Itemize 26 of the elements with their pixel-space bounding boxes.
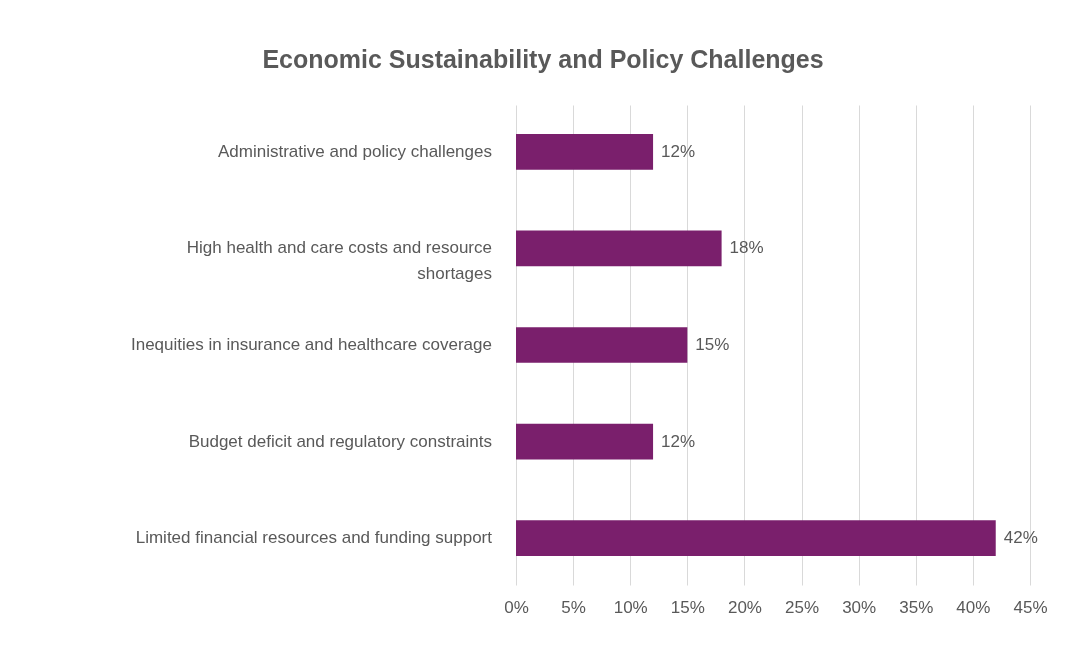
data-label: 15% <box>695 335 730 354</box>
data-label: 18% <box>729 238 764 258</box>
bar <box>516 230 722 267</box>
bar <box>516 520 996 557</box>
x-tick-label: 40% <box>956 597 991 617</box>
y-tick-label: Administrative and policy challenges <box>217 141 492 161</box>
x-tick-label: 35% <box>899 597 934 617</box>
data-label: 42% <box>1003 528 1038 548</box>
x-tick-label: 5% <box>561 597 586 617</box>
y-tick-label: Inequities in insurance and healthcare coverage <box>130 335 492 354</box>
x-tick-label: 30% <box>842 597 877 617</box>
y-tick-label: High health and care costs and resource shortages <box>186 238 492 284</box>
bar <box>516 327 688 363</box>
x-tick-label: 45% <box>1013 597 1048 617</box>
x-tick-label: 15% <box>670 597 705 617</box>
data-label: 12% <box>661 141 696 161</box>
y-tick-label: Limited financial resources and funding support <box>135 528 493 548</box>
x-tick-label: 25% <box>785 597 820 617</box>
y-tick-label: Budget deficit and regulatory constraints <box>188 431 492 451</box>
x-tick-label: 0% <box>504 597 529 617</box>
bar <box>516 423 654 460</box>
x-tick-label: 20% <box>727 597 762 617</box>
x-tick-label: 10% <box>613 597 648 617</box>
chart-title: Economic Sustainability and Policy Challenges <box>262 45 824 73</box>
bar <box>516 133 654 170</box>
data-label: 12% <box>661 431 696 451</box>
